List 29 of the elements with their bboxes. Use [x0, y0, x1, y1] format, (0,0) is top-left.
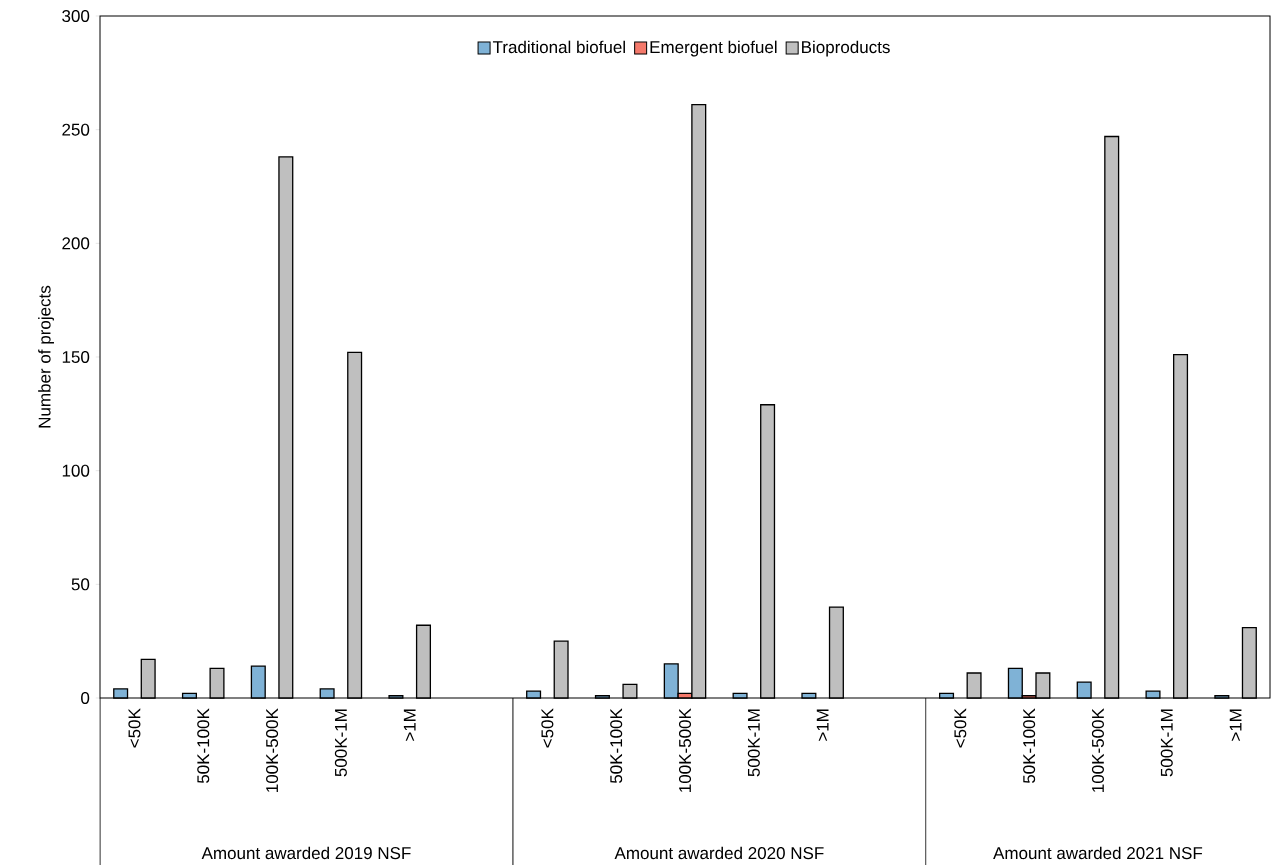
y-tick-label: 50: [71, 578, 90, 591]
legend-label: Emergent biofuel: [650, 40, 777, 57]
legend-label: Traditional biofuel: [492, 40, 625, 54]
x-tick-label: 50K-100K: [1023, 708, 1036, 784]
x-tick-label: 50K-100K: [610, 708, 623, 784]
x-tick-label: 500K-1M: [334, 709, 347, 777]
text: Amount awarded 2020 NSF: [614, 846, 824, 860]
y-tick-label: 300: [62, 10, 90, 23]
text: Amount awarded 2021 NSF: [993, 846, 1203, 860]
x-tick-label: 50K-100K: [197, 708, 210, 784]
x-tick-label: <50K: [541, 708, 554, 748]
x-tick-label: 500K-1M: [747, 709, 760, 777]
y-tick-label: 200: [62, 237, 90, 250]
y-tick-label: 100: [62, 464, 90, 477]
x-tick-label: >1M: [1229, 709, 1242, 742]
x-tick-label: >1M: [403, 709, 416, 742]
y-tick-label: 0: [81, 692, 90, 705]
x-tick-label: 500K-1M: [1160, 709, 1173, 777]
x-tick-label: >1M: [816, 709, 829, 742]
y-axis-title: Number of projects: [38, 286, 54, 428]
x-tick-label: 100K-500K: [678, 708, 692, 793]
x-tick-label: 100K-500K: [266, 708, 279, 793]
y-tick-label: 250: [62, 123, 90, 136]
x-tick-label: <50K: [954, 708, 967, 748]
legend-label: Bioproducts: [802, 40, 890, 57]
text: Amount awarded 2019 NSF: [201, 846, 411, 860]
x-tick-label: 100K-500K: [1091, 708, 1104, 793]
x-tick-label: <50K: [128, 708, 141, 748]
y-tick-label: 150: [62, 351, 90, 364]
